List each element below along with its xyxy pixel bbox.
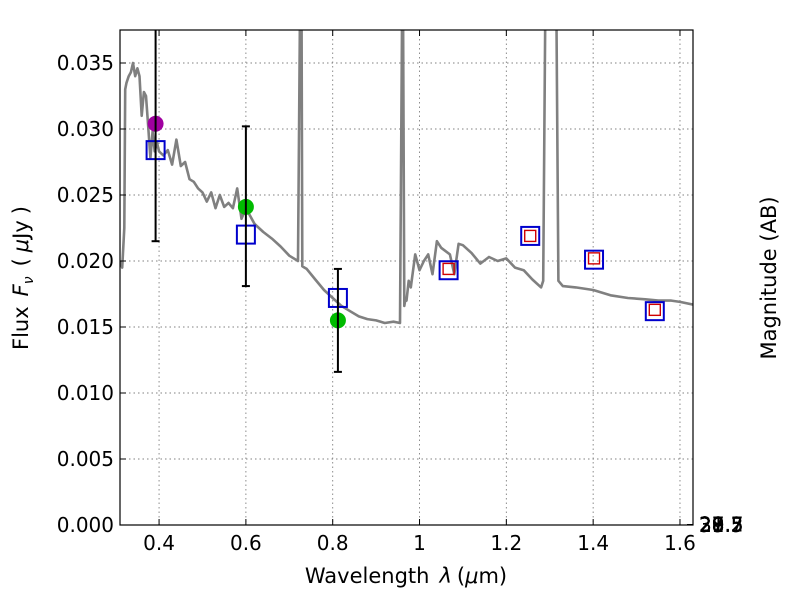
y-tick-label: 0.000 xyxy=(57,513,114,537)
y-axis-label-unit-mu: μ xyxy=(9,239,33,253)
y-axis-label-symbol: F xyxy=(9,283,33,296)
y-axis-label-unit-close: ) xyxy=(9,206,33,214)
y2-tick-label: 30 xyxy=(699,513,724,537)
y2-axis-label: Magnitude (AB) xyxy=(757,196,781,359)
observed-nir-marker xyxy=(524,229,537,243)
y-tick-label: 0.005 xyxy=(57,447,114,471)
y2-tick-label: 28.5 xyxy=(699,513,744,537)
y-axis-label-subscript: ν xyxy=(21,276,37,284)
observed-nir-marker xyxy=(587,252,601,265)
errorbar-layer xyxy=(145,30,665,373)
y-tick-label: 0.015 xyxy=(57,315,114,339)
y2-tick-label: 27.7 xyxy=(699,513,744,537)
tick-labels: 0.4 0.6 0.8 1 1.2 1.4 1.6 0.000 0.005 0.010 0.015 0… xyxy=(57,51,744,555)
x-tick-label: 0.4 xyxy=(143,531,175,555)
y2-tick-label: 29.5 xyxy=(699,513,744,537)
model-band-flux-marker xyxy=(584,249,605,270)
ticks xyxy=(120,30,693,526)
observed-nir-marker xyxy=(648,303,661,317)
x-axis-label-unit-rest: m) xyxy=(478,564,507,588)
plot-background xyxy=(120,30,693,525)
x-tick-label: 1.2 xyxy=(490,531,522,555)
model-band-flux-marker xyxy=(644,301,665,322)
y2-tick-label: 28.2 xyxy=(699,513,744,537)
x-tick-label: 0.8 xyxy=(317,531,349,555)
x-tick-label: 0.6 xyxy=(230,531,262,555)
y-tick-label: 0.025 xyxy=(57,183,114,207)
y2-tick-label: 29 xyxy=(699,513,724,537)
x-axis-label-unit-mu: μ xyxy=(464,564,478,588)
x-tick-label: 1.4 xyxy=(577,531,609,555)
y-axis-label-text: Flux xyxy=(9,306,33,350)
y2-tick-label: 27.5 xyxy=(699,513,744,537)
y-tick-label: 0.030 xyxy=(57,117,114,141)
plot-frame xyxy=(119,29,694,526)
x-tick-label: 1 xyxy=(413,531,426,555)
y2-tick-label: 31 xyxy=(699,513,724,537)
y-tick-label: 0.035 xyxy=(57,51,114,75)
y-axis-label: Flux Fν ( μJy) xyxy=(9,206,37,350)
observed-nir-marker xyxy=(442,262,455,276)
y-axis-label-unit-rest: Jy xyxy=(9,220,33,241)
x-axis-label-lambda: λ xyxy=(438,564,451,588)
model-band-flux-marker xyxy=(520,225,541,246)
y-axis-label-unit-open: ( xyxy=(9,258,33,266)
y-tick-label: 0.010 xyxy=(57,381,114,405)
x-axis-label-text: Wavelength xyxy=(305,564,430,588)
y2-tick-label: 28 xyxy=(699,513,724,537)
model-band-flux-marker xyxy=(438,260,459,281)
y-tick-label: 0.020 xyxy=(57,249,114,273)
x-axis-label-unit-open: ( xyxy=(457,564,465,588)
x-tick-label: 1.6 xyxy=(664,531,696,555)
x-axis-label: Wavelength λ (μm) xyxy=(305,564,507,588)
